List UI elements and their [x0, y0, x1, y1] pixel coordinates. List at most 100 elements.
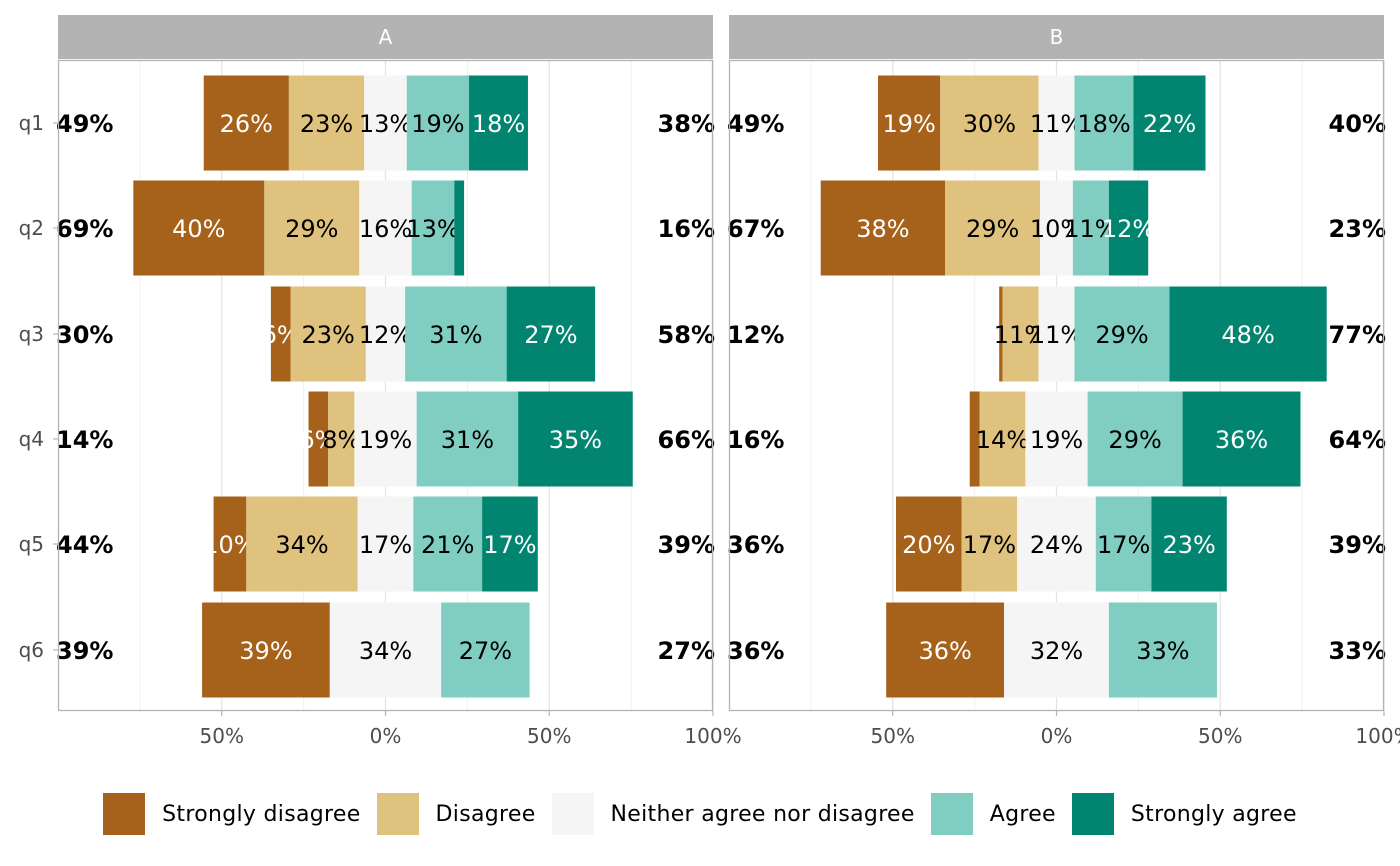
legend: Strongly disagree Disagree Neither agree…	[0, 790, 1400, 838]
bar-label-b-q6-0: 36%	[918, 637, 971, 665]
bar-segment-b-q5-0	[896, 496, 962, 592]
x-tick-label-a-3: 100%	[684, 724, 741, 748]
bar-segment-a-q5-1	[246, 496, 358, 592]
y-tick-label-q2: q2	[19, 216, 44, 240]
bar-label-a-q1-2: 13%	[359, 110, 412, 138]
bar-label-a-q5-1: 34%	[275, 531, 328, 559]
bar-label-a-q4-4: 35%	[549, 426, 602, 454]
bar-label-b-q4-1: 14%	[976, 426, 1029, 454]
legend-item-strongly-agree: Strongly agree	[1071, 793, 1297, 835]
x-tick-label-b-2: 50%	[1198, 724, 1242, 748]
bar-segment-a-q2-1	[264, 180, 360, 276]
bar-segment-b-q5-2	[1017, 496, 1096, 592]
bar-label-b-q1-0: 19%	[882, 110, 935, 138]
right-total-b-q3: 77%	[1329, 321, 1386, 349]
bar-segment-a-q6-0	[202, 602, 330, 698]
bar-label-a-q3-1: 23%	[302, 321, 355, 349]
bar-label-a-q1-4: 18%	[472, 110, 525, 138]
bar-segment-a-q5-2	[357, 496, 414, 592]
bar-label-b-q3-2: 11%	[1030, 321, 1083, 349]
y-tick-label-q6: q6	[19, 638, 44, 662]
legend-label-disagree: Disagree	[435, 801, 536, 827]
bar-segment-a-q6-2	[329, 602, 442, 698]
bar-segment-a-q4-4	[518, 391, 633, 487]
bar-label-b-q5-4: 23%	[1162, 531, 1215, 559]
bar-label-b-q2-4: 12%	[1102, 215, 1155, 243]
right-total-a-q2: 16%	[658, 215, 715, 243]
legend-item-strongly-disagree: Strongly disagree	[103, 793, 360, 835]
bar-label-a-q2-3: 13%	[406, 215, 459, 243]
bar-segment-b-q3-1	[1002, 286, 1039, 382]
left-total-b-q3: 12%	[727, 321, 784, 349]
bar-segment-a-q1-0	[203, 75, 289, 171]
bar-segment-a-q2-0	[133, 180, 265, 276]
legend-key-strongly-disagree	[103, 793, 146, 835]
bar-segment-b-q5-1	[961, 496, 1018, 592]
x-tick-label-b-1: 0%	[1041, 724, 1073, 748]
left-total-b-q5: 36%	[727, 531, 784, 559]
bar-label-a-q3-3: 31%	[429, 321, 482, 349]
left-total-b-q6: 36%	[727, 637, 784, 665]
bar-segment-a-q5-4	[482, 496, 538, 592]
bar-segment-b-q2-4	[1108, 180, 1149, 276]
bar-label-b-q1-4: 22%	[1143, 110, 1196, 138]
legend-label-strongly-agree: Strongly agree	[1130, 801, 1297, 827]
bar-label-b-q6-2: 32%	[1030, 637, 1083, 665]
bar-label-b-q5-0: 20%	[902, 531, 955, 559]
bar-segment-b-q4-3	[1087, 391, 1183, 487]
bar-segment-a-q4-0	[308, 391, 329, 487]
x-tick-label-b-3: 100%	[1355, 724, 1400, 748]
legend-label-agree: Agree	[989, 801, 1056, 827]
bar-segment-b-q3-3	[1074, 286, 1170, 382]
bar-segment-a-q3-4	[506, 286, 596, 382]
bar-label-b-q4-3: 29%	[1108, 426, 1161, 454]
bar-segment-b-q3-2	[1038, 286, 1075, 382]
bar-segment-b-q6-2	[1004, 602, 1109, 698]
y-tick-label-q5: q5	[19, 532, 44, 556]
bar-segment-a-q1-4	[469, 75, 528, 171]
bar-label-b-q2-0: 38%	[856, 215, 909, 243]
bar-segment-b-q6-0	[886, 602, 1005, 698]
bar-segment-a-q3-3	[405, 286, 507, 382]
legend-item-neither: Neither agree nor disagree	[551, 793, 915, 835]
bar-segment-b-q2-3	[1072, 180, 1109, 276]
bar-segment-b-q1-2	[1038, 75, 1075, 171]
bar-label-a-q3-4: 27%	[524, 321, 577, 349]
bar-segment-b-q3-0	[999, 286, 1003, 382]
left-total-a-q1: 49%	[56, 110, 113, 138]
bar-label-b-q5-3: 17%	[1097, 531, 1150, 559]
x-tick-label-a-2: 50%	[527, 724, 571, 748]
bar-label-a-q4-1: 8%	[322, 426, 360, 454]
strip-a	[58, 15, 713, 59]
bar-label-b-q4-4: 36%	[1215, 426, 1268, 454]
x-tick-label-a-0: 50%	[200, 724, 244, 748]
left-total-a-q4: 14%	[56, 426, 113, 454]
bar-segment-a-q4-1	[328, 391, 355, 487]
bar-segment-a-q1-2	[364, 75, 407, 171]
panel-border-b	[728, 59, 1385, 712]
bar-label-b-q1-2: 11%	[1030, 110, 1083, 138]
bar-segment-a-q2-2	[359, 180, 412, 276]
bar-segment-b-q2-1	[945, 180, 1041, 276]
legend-key-disagree	[376, 793, 419, 835]
bar-label-a-q6-2: 34%	[359, 637, 412, 665]
bar-segment-b-q4-4	[1182, 391, 1301, 487]
legend-item-disagree: Disagree	[376, 793, 536, 835]
bar-segment-b-q5-4	[1151, 496, 1227, 592]
legend-key-agree	[930, 793, 973, 835]
bar-segment-b-q4-1	[979, 391, 1026, 487]
bar-label-a-q6-3: 27%	[459, 637, 512, 665]
panel-border-a	[57, 59, 714, 712]
bar-segment-b-q6-3	[1108, 602, 1217, 698]
bar-label-a-q2-2: 16%	[359, 215, 412, 243]
bar-label-a-q3-2: 12%	[359, 321, 412, 349]
bar-label-a-q6-0: 39%	[239, 637, 292, 665]
right-total-b-q5: 39%	[1329, 531, 1386, 559]
bar-label-b-q6-3: 33%	[1136, 637, 1189, 665]
bar-label-a-q4-2: 19%	[359, 426, 412, 454]
right-total-a-q1: 38%	[658, 110, 715, 138]
bar-label-a-q5-2: 17%	[359, 531, 412, 559]
bar-label-b-q2-3: 11%	[1064, 215, 1117, 243]
left-total-a-q3: 30%	[56, 321, 113, 349]
right-total-a-q6: 27%	[658, 637, 715, 665]
